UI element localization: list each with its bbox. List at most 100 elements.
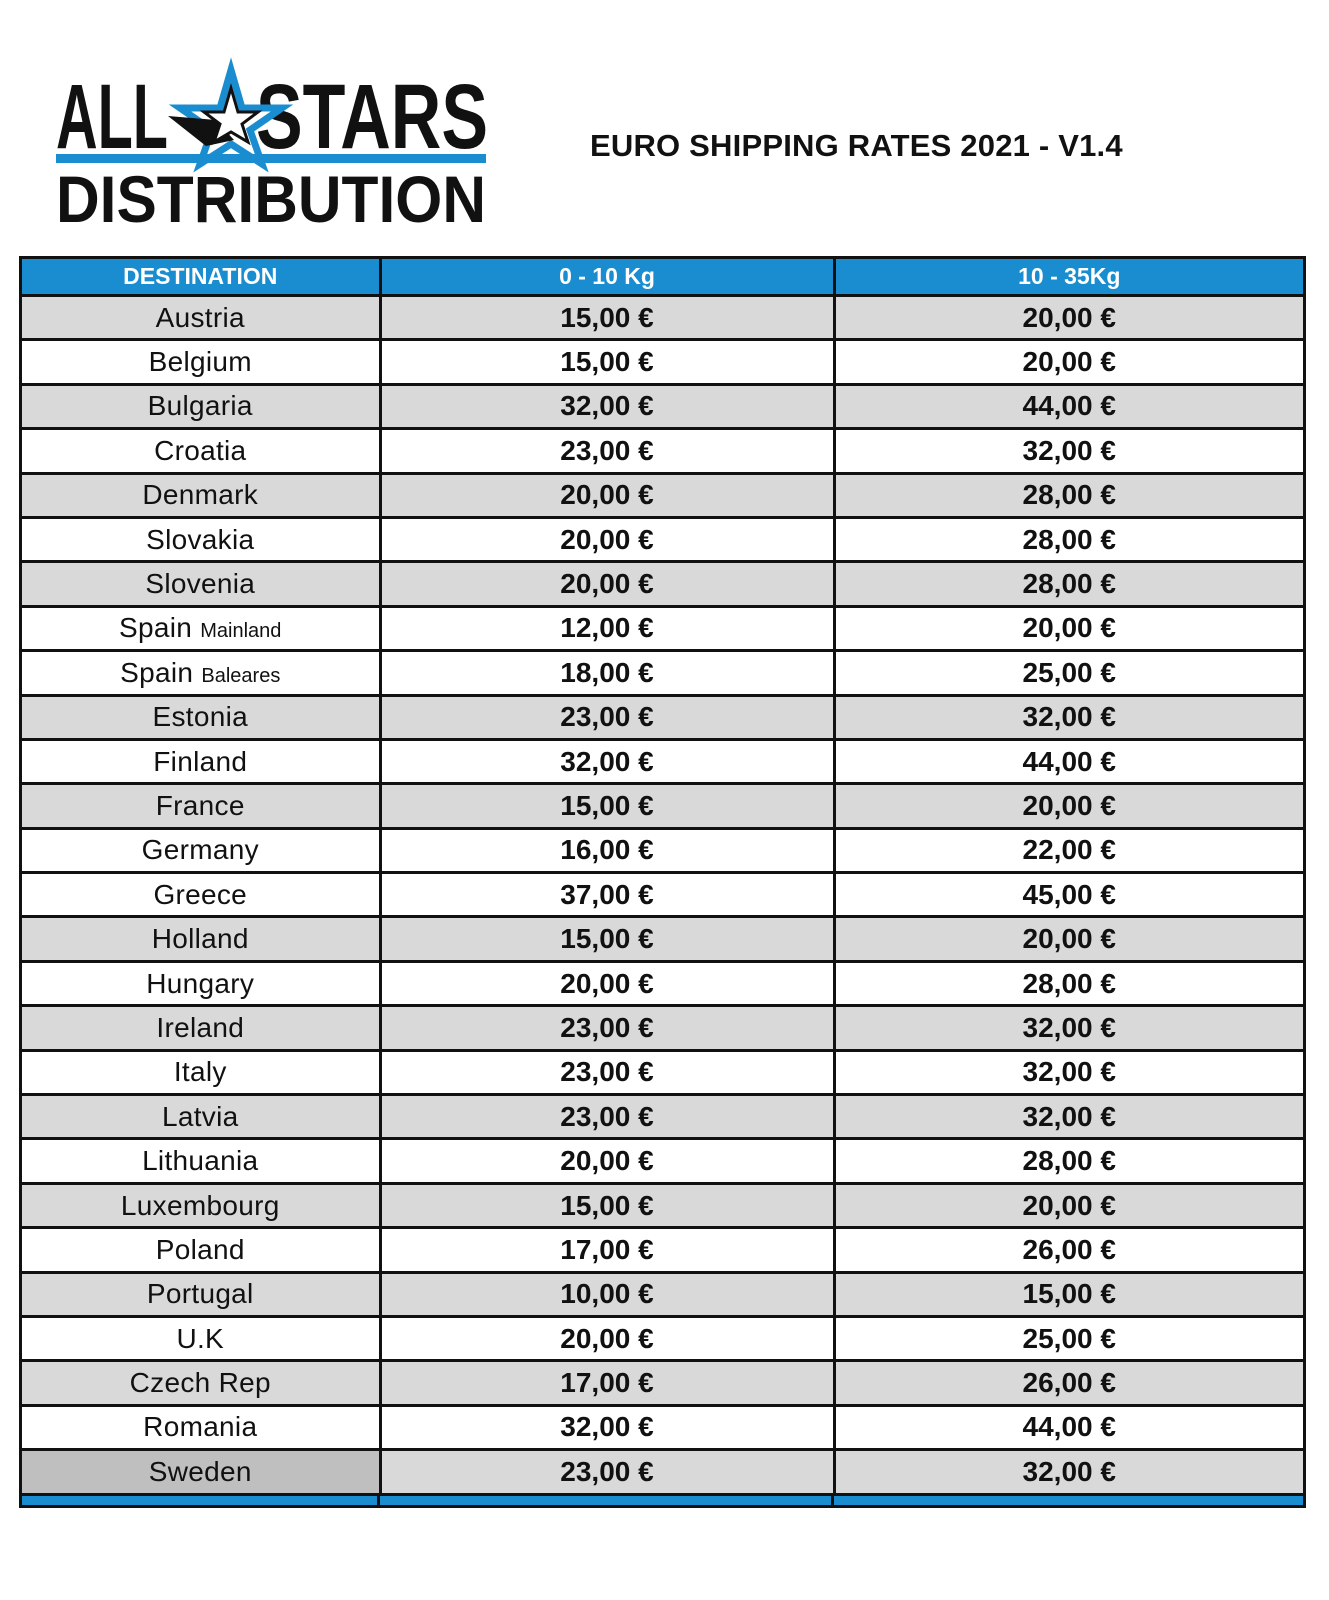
cell-destination: U.K bbox=[22, 1316, 382, 1363]
cell-rate-0-10kg: 15,00 € bbox=[380, 916, 836, 963]
table-row: Estonia 23,00 €32,00 € bbox=[22, 695, 1303, 741]
cell-destination: Croatia bbox=[22, 428, 382, 475]
table-row: U.K 20,00 €25,00 € bbox=[22, 1316, 1303, 1363]
column-header-10-35kg: 10 - 35Kg bbox=[834, 259, 1303, 297]
cell-rate-10-35kg: 28,00 € bbox=[834, 1138, 1303, 1185]
cell-rate-10-35kg: 44,00 € bbox=[834, 384, 1303, 431]
destination-name: Denmark bbox=[142, 479, 259, 511]
cell-rate-10-35kg: 20,00 € bbox=[834, 295, 1303, 342]
destination-name: Lithuania bbox=[142, 1145, 259, 1177]
cell-destination: Belgium bbox=[22, 339, 382, 386]
cell-rate-0-10kg: 32,00 € bbox=[380, 1405, 836, 1452]
cell-rate-0-10kg: 20,00 € bbox=[380, 473, 836, 519]
cell-destination: Hungary bbox=[22, 961, 382, 1008]
cell-destination: Latvia bbox=[22, 1094, 382, 1141]
cell-destination: Holland bbox=[22, 916, 382, 963]
destination-name: Austria bbox=[155, 301, 245, 333]
destination-name: U.K bbox=[176, 1322, 225, 1354]
table-row: Portugal 10,00 €15,00 € bbox=[22, 1272, 1303, 1318]
destination-name: Estonia bbox=[152, 701, 248, 733]
cell-rate-0-10kg: 20,00 € bbox=[380, 517, 836, 564]
cell-destination: Ireland bbox=[22, 1005, 382, 1052]
table-body: Austria 15,00 €20,00 € Belgium 15,00 €20,00… bbox=[22, 295, 1303, 1496]
table-row: Lithuania 20,00 €28,00 € bbox=[22, 1138, 1303, 1185]
destination-name: Czech Rep bbox=[129, 1367, 271, 1399]
cell-destination: France bbox=[22, 783, 382, 830]
destination-region: Baleares bbox=[201, 664, 281, 687]
cell-rate-10-35kg: 32,00 € bbox=[834, 1050, 1303, 1097]
cell-rate-10-35kg: 20,00 € bbox=[834, 783, 1303, 830]
cell-rate-0-10kg: 10,00 € bbox=[380, 1272, 836, 1318]
cell-destination: Romania bbox=[22, 1405, 382, 1452]
cell-rate-10-35kg: 32,00 € bbox=[834, 1449, 1303, 1496]
table-row: Czech Rep 17,00 €26,00 € bbox=[22, 1360, 1303, 1407]
page-title: EURO SHIPPING RATES 2021 - V1.4 bbox=[590, 128, 1123, 163]
cell-destination: Estonia bbox=[22, 695, 382, 741]
cell-rate-0-10kg: 17,00 € bbox=[380, 1227, 836, 1274]
table-row: Spain Baleares 18,00 €25,00 € bbox=[22, 650, 1303, 697]
table-row: Bulgaria 32,00 €44,00 € bbox=[22, 384, 1303, 431]
destination-name: Greece bbox=[153, 878, 248, 910]
destination-name: Slovakia bbox=[146, 523, 255, 555]
destination-name: Spain bbox=[120, 656, 194, 688]
cell-rate-0-10kg: 32,00 € bbox=[380, 384, 836, 431]
cell-rate-0-10kg: 20,00 € bbox=[380, 561, 836, 608]
destination-name: Luxembourg bbox=[120, 1189, 280, 1221]
cell-rate-0-10kg: 23,00 € bbox=[380, 1005, 836, 1052]
cell-destination: Portugal bbox=[22, 1272, 382, 1318]
cell-rate-0-10kg: 15,00 € bbox=[380, 295, 836, 342]
logo-divider bbox=[56, 154, 486, 163]
destination-name: Belgium bbox=[148, 346, 252, 378]
logo-word-all: ALL bbox=[56, 66, 168, 168]
table-row: Germany 16,00 €22,00 € bbox=[22, 828, 1303, 875]
table-row: Austria 15,00 €20,00 € bbox=[22, 295, 1303, 342]
table-row: Belgium 15,00 €20,00 € bbox=[22, 339, 1303, 386]
table-row: Greece 37,00 €45,00 € bbox=[22, 872, 1303, 919]
table-row: Finland 32,00 €44,00 € bbox=[22, 739, 1303, 786]
cell-destination: Lithuania bbox=[22, 1138, 382, 1185]
destination-name: Ireland bbox=[156, 1011, 245, 1043]
destination-region: Mainland bbox=[200, 620, 282, 643]
table-row: Spain Mainland 12,00 €20,00 € bbox=[22, 606, 1303, 653]
cell-destination: Denmark bbox=[22, 473, 382, 519]
logo-graphic: ALL STARS DISTRIBUTION bbox=[56, 57, 488, 236]
cell-rate-10-35kg: 20,00 € bbox=[834, 339, 1303, 386]
cell-destination: Poland bbox=[22, 1227, 382, 1274]
table-row: Ireland 23,00 €32,00 € bbox=[22, 1005, 1303, 1052]
cell-destination: Luxembourg bbox=[22, 1183, 382, 1230]
cell-destination: Czech Rep bbox=[22, 1360, 382, 1407]
cell-rate-10-35kg: 45,00 € bbox=[834, 872, 1303, 919]
table-row: Latvia 23,00 €32,00 € bbox=[22, 1094, 1303, 1141]
company-logo: ALL STARS DISTRIBUTION bbox=[56, 57, 496, 236]
table-row: Romania 32,00 €44,00 € bbox=[22, 1405, 1303, 1452]
table-footer-bar bbox=[22, 1495, 1303, 1505]
destination-name: Holland bbox=[151, 923, 249, 955]
destination-name: France bbox=[155, 789, 245, 821]
cell-rate-0-10kg: 20,00 € bbox=[380, 961, 836, 1008]
table-row: Hungary 20,00 €28,00 € bbox=[22, 961, 1303, 1008]
destination-name: Romania bbox=[143, 1411, 258, 1443]
cell-rate-0-10kg: 23,00 € bbox=[380, 695, 836, 741]
cell-rate-10-35kg: 32,00 € bbox=[834, 428, 1303, 475]
cell-rate-0-10kg: 17,00 € bbox=[380, 1360, 836, 1407]
destination-name: Germany bbox=[141, 834, 259, 866]
logo-word-distribution: DISTRIBUTION bbox=[56, 162, 486, 236]
cell-rate-10-35kg: 28,00 € bbox=[834, 517, 1303, 564]
cell-rate-10-35kg: 44,00 € bbox=[834, 1405, 1303, 1452]
cell-rate-0-10kg: 23,00 € bbox=[380, 428, 836, 475]
destination-name: Italy bbox=[173, 1056, 227, 1088]
cell-rate-0-10kg: 20,00 € bbox=[380, 1138, 836, 1185]
shipping-rates-table: DESTINATION 0 - 10 Kg 10 - 35Kg Austria 1… bbox=[19, 256, 1306, 1508]
cell-rate-0-10kg: 23,00 € bbox=[380, 1050, 836, 1097]
cell-destination: Germany bbox=[22, 828, 382, 875]
table-row: Slovakia 20,00 €28,00 € bbox=[22, 517, 1303, 564]
cell-rate-10-35kg: 20,00 € bbox=[834, 916, 1303, 963]
cell-rate-10-35kg: 20,00 € bbox=[834, 606, 1303, 653]
cell-rate-10-35kg: 28,00 € bbox=[834, 473, 1303, 519]
cell-destination: Italy bbox=[22, 1050, 382, 1097]
destination-name: Poland bbox=[155, 1233, 245, 1265]
destination-name: Portugal bbox=[146, 1278, 254, 1310]
cell-rate-10-35kg: 20,00 € bbox=[834, 1183, 1303, 1230]
cell-destination: Greece bbox=[22, 872, 382, 919]
table-row: Poland 17,00 €26,00 € bbox=[22, 1227, 1303, 1274]
